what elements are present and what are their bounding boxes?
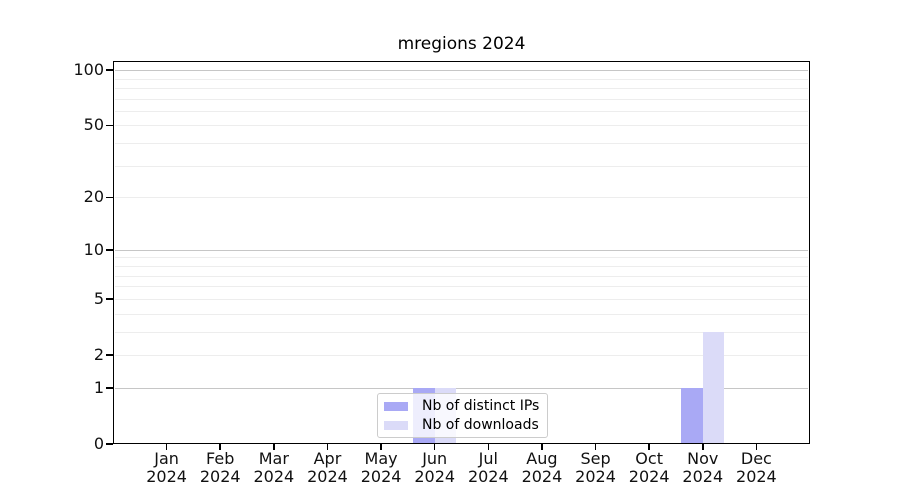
- x-tick-year-oct: 2024: [628, 466, 670, 486]
- bar-downloads-nov: [702, 331, 725, 444]
- x-tick-label-jun: Jun 2024: [395, 450, 475, 485]
- x-tick-month-mar: Mar: [258, 449, 289, 468]
- x-tick-mark-jul: [487, 444, 490, 450]
- gridline-minor-7: [115, 275, 808, 277]
- x-tick-label-oct: Oct 2024: [609, 450, 689, 485]
- x-tick-mark-may: [380, 444, 382, 450]
- x-tick-mark-oct: [648, 444, 650, 450]
- x-tick-month-nov: Nov: [687, 449, 719, 468]
- x-tick-year-nov: 2024: [682, 466, 724, 486]
- y-tick-mark-50: [106, 124, 113, 127]
- bar-distinct-ips-nov: [681, 387, 703, 444]
- gridline-minor-3: [115, 331, 808, 333]
- x-tick-mark-aug: [541, 444, 543, 450]
- x-tick-year-dec: 2024: [736, 466, 777, 486]
- x-tick-label-jan: Jan 2024: [127, 450, 207, 485]
- gridline-minor-20: [115, 197, 808, 199]
- gridline-minor-70: [115, 98, 808, 100]
- legend-item-downloads: Nb of downloads: [384, 417, 541, 433]
- x-tick-label-feb: Feb 2024: [180, 450, 260, 485]
- y-tick-label-5: 5: [93, 288, 104, 308]
- x-tick-label-nov: Nov 2024: [663, 450, 743, 485]
- gridline-minor-4: [115, 313, 808, 315]
- x-tick-year-feb: 2024: [199, 466, 241, 486]
- x-tick-mark-feb: [219, 444, 222, 450]
- gridline-major-1: [115, 387, 808, 389]
- legend: Nb of distinct IPs Nb of downloads: [377, 393, 548, 438]
- x-tick-mark-sep: [594, 444, 597, 450]
- y-tick-label-0: 0: [93, 434, 104, 453]
- legend-item-distinct-ips: Nb of distinct IPs: [384, 398, 541, 414]
- gridline-minor-8: [115, 265, 808, 267]
- x-tick-mark-jan: [165, 444, 168, 450]
- x-tick-year-jan: 2024: [146, 466, 187, 486]
- x-tick-mark-jun: [433, 444, 436, 450]
- y-tick-label-50: 50: [83, 115, 104, 135]
- x-tick-year-apr: 2024: [307, 466, 348, 486]
- x-tick-month-dec: Dec: [740, 449, 772, 468]
- gridline-minor-6: [115, 286, 808, 288]
- x-tick-year-jun: 2024: [414, 466, 456, 486]
- x-tick-mark-nov: [701, 444, 704, 450]
- y-tick-mark-20: [106, 196, 113, 199]
- y-tick-mark-0: [106, 443, 113, 445]
- y-tick-label-2: 2: [93, 344, 104, 364]
- x-tick-month-apr: Apr: [313, 449, 342, 468]
- x-tick-year-sep: 2024: [575, 466, 616, 486]
- gridline-major-10: [115, 249, 808, 251]
- x-tick-month-jan: Jan: [154, 449, 179, 468]
- gridline-minor-40: [115, 143, 808, 145]
- y-tick-label-1: 1: [93, 377, 104, 397]
- x-tick-label-may: May 2024: [341, 450, 421, 485]
- x-tick-month-aug: Aug: [526, 449, 558, 468]
- legend-label-distinct-ips: Nb of distinct IPs: [422, 398, 540, 414]
- x-tick-month-feb: Feb: [206, 449, 235, 468]
- gridline-minor-60: [115, 110, 808, 112]
- y-tick-label-100: 100: [73, 60, 104, 80]
- x-tick-mark-apr: [326, 444, 329, 450]
- gridline-major-100: [115, 70, 808, 72]
- x-tick-label-aug: Aug 2024: [502, 450, 582, 485]
- gridline-minor-90: [115, 78, 808, 80]
- x-tick-year-may: 2024: [360, 466, 402, 486]
- gridline-minor-30: [115, 165, 808, 167]
- x-tick-month-jul: Jul: [478, 449, 498, 468]
- gridline-minor-5: [115, 298, 808, 300]
- y-tick-mark-2: [106, 354, 113, 356]
- x-tick-month-sep: Sep: [580, 449, 611, 468]
- x-tick-month-may: May: [364, 449, 398, 468]
- y-tick-mark-5: [106, 298, 113, 300]
- gridline-minor-2: [115, 354, 808, 356]
- legend-label-downloads: Nb of downloads: [422, 417, 539, 433]
- y-tick-mark-10: [106, 248, 113, 251]
- x-tick-label-apr: Apr 2024: [287, 450, 367, 485]
- gridline-minor-50: [115, 125, 808, 127]
- y-tick-mark-100: [106, 69, 113, 71]
- x-tick-month-oct: Oct: [635, 449, 663, 468]
- legend-swatch-distinct-ips: [384, 401, 408, 411]
- x-tick-mark-dec: [755, 444, 758, 450]
- legend-swatch-downloads: [384, 420, 408, 430]
- x-tick-label-sep: Sep 2024: [556, 450, 636, 485]
- gridline-minor-80: [115, 87, 808, 89]
- x-tick-year-aug: 2024: [521, 466, 563, 486]
- chart-title: mregions 2024: [397, 34, 526, 54]
- gridline-minor-9: [115, 257, 808, 259]
- y-tick-mark-1: [106, 387, 113, 389]
- x-tick-mark-mar: [273, 444, 275, 450]
- y-tick-label-20: 20: [83, 187, 104, 207]
- x-tick-year-jul: 2024: [467, 466, 509, 486]
- y-tick-label-10: 10: [83, 239, 104, 259]
- x-tick-year-mar: 2024: [253, 466, 295, 486]
- x-tick-month-jun: Jun: [422, 449, 448, 468]
- x-tick-label-dec: Dec 2024: [716, 450, 796, 485]
- x-tick-label-jul: Jul 2024: [448, 450, 528, 485]
- x-tick-label-mar: Mar 2024: [234, 450, 314, 485]
